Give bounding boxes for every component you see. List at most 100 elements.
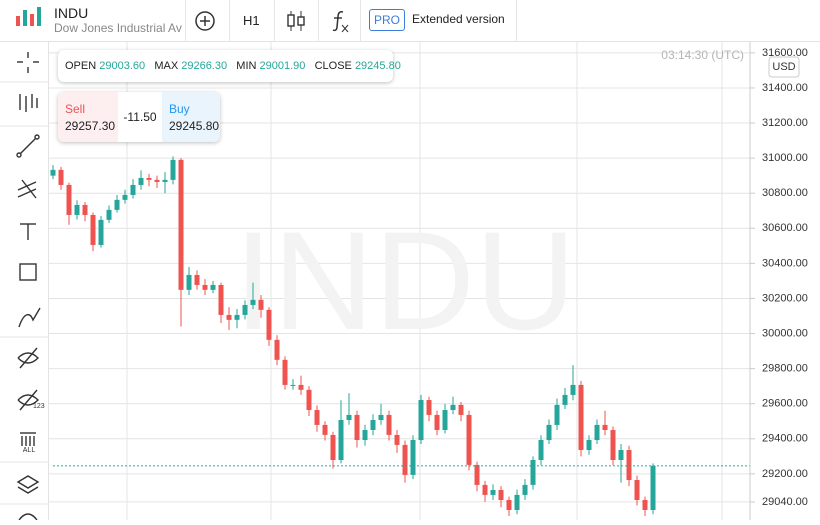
- trade-panel: Sell 29257.30 -11.50 Buy 29245.80: [58, 92, 220, 142]
- y-tick-label: 30000.00: [762, 327, 808, 339]
- left-toolbar: 123 ALL: [0, 42, 49, 521]
- buy-button[interactable]: Buy 29245.80: [162, 92, 220, 142]
- candle-body: [626, 450, 632, 481]
- candle-body: [578, 384, 584, 451]
- candle-body: [410, 440, 416, 475]
- candle-body: [418, 400, 424, 441]
- candle-body: [522, 484, 528, 495]
- clock: 03:14:30 (UTC): [661, 48, 744, 62]
- candle-body: [178, 159, 184, 290]
- indicator-tool[interactable]: [19, 94, 38, 112]
- candle-body: [618, 450, 624, 461]
- candle-body: [154, 179, 160, 182]
- candle-body: [258, 299, 264, 310]
- spread: -11.50: [123, 110, 157, 124]
- candle-body: [554, 404, 560, 425]
- brush-tool[interactable]: [18, 307, 41, 328]
- label: OPEN: [65, 60, 97, 72]
- candle-body: [298, 384, 304, 390]
- candle-body: [402, 444, 408, 475]
- candle-body: [314, 410, 320, 425]
- candle-body: [466, 414, 472, 465]
- candle-body: [122, 194, 128, 200]
- candle-body: [274, 339, 280, 360]
- pro-badge[interactable]: PRO: [369, 9, 405, 31]
- y-tick-label: 29040.00: [762, 496, 808, 508]
- hide-tool[interactable]: [17, 347, 39, 369]
- y-tick-label: 31200.00: [762, 117, 808, 129]
- layers-tool[interactable]: [16, 475, 40, 494]
- candle-body: [650, 465, 656, 511]
- value: 29245.80: [354, 60, 401, 72]
- tool-badge: 123: [33, 403, 45, 410]
- candle-body: [250, 299, 256, 305]
- watermark: INDU: [234, 202, 576, 359]
- candle-body: [370, 420, 376, 431]
- value: 29266.30: [181, 60, 228, 72]
- candle-body: [282, 359, 288, 385]
- text-tool[interactable]: [20, 223, 36, 240]
- currency[interactable]: USD: [772, 61, 795, 73]
- candle-body: [138, 177, 144, 185]
- y-tick-label: 31000.00: [762, 152, 808, 164]
- buy-price: 29245.80: [169, 119, 220, 133]
- candle-body: [530, 460, 536, 485]
- candle-body: [186, 274, 192, 290]
- y-tick-label: 29800.00: [762, 363, 808, 375]
- candle-body: [562, 394, 568, 405]
- hide-ids-tool[interactable]: [17, 389, 39, 411]
- candle-body: [146, 177, 152, 180]
- candle-body: [242, 304, 248, 315]
- candle-body: [234, 314, 240, 320]
- candle-body: [514, 494, 520, 511]
- candle-body: [354, 414, 360, 441]
- top-bar: INDU Dow Jones Industrial Ave H1 PRO Ext…: [0, 0, 820, 42]
- y-tick-label: 31600.00: [762, 47, 808, 59]
- candle-body: [482, 484, 488, 495]
- y-tick-label: 31400.00: [762, 82, 808, 94]
- delete-tool[interactable]: [20, 432, 36, 446]
- value: 29001.90: [259, 60, 306, 72]
- candle-body: [162, 179, 168, 182]
- candle-body: [266, 309, 272, 340]
- candle-body: [450, 404, 456, 411]
- ohlc-panel: OPEN 29003.60 MAX 29266.30 MIN 29001.90 …: [58, 50, 401, 82]
- candle-body: [130, 184, 136, 195]
- symbol: INDU: [54, 5, 89, 21]
- candle-body: [474, 464, 480, 485]
- label: CLOSE: [314, 60, 352, 72]
- value: 29003.60: [99, 60, 146, 72]
- symbol-name: Dow Jones Industrial Ave: [54, 21, 182, 35]
- crosshair-tool[interactable]: [17, 52, 39, 73]
- label: MIN: [236, 60, 257, 72]
- pro-label[interactable]: Extended version: [412, 12, 505, 26]
- buy-label: Buy: [169, 102, 190, 116]
- candle-body: [194, 274, 200, 285]
- candle-body: [570, 384, 576, 395]
- candle-body: [546, 424, 552, 441]
- candle-body: [634, 480, 640, 501]
- add-indicator[interactable]: [194, 10, 216, 32]
- line-tool[interactable]: [16, 134, 40, 158]
- candle-body: [458, 404, 464, 415]
- candle-body: [378, 414, 384, 421]
- chart-type[interactable]: [285, 9, 307, 33]
- candle-body: [306, 389, 312, 411]
- y-tick-label: 29600.00: [762, 398, 808, 410]
- functions[interactable]: [330, 8, 352, 34]
- shape-tool[interactable]: [19, 263, 37, 281]
- candle-body: [58, 169, 64, 185]
- candle-body: [498, 490, 504, 501]
- sell-button[interactable]: Sell 29257.30: [58, 92, 118, 142]
- y-tick-label: 29200.00: [762, 468, 808, 480]
- fib-tool[interactable]: [17, 179, 37, 199]
- candle-body: [602, 424, 608, 431]
- timeframe[interactable]: H1: [243, 13, 260, 28]
- candle-body: [594, 424, 600, 441]
- candle-body: [290, 384, 296, 386]
- candle-body: [434, 414, 440, 431]
- sell-price: 29257.30: [65, 119, 116, 133]
- candle-body: [642, 500, 648, 511]
- tool-badge: ALL: [23, 447, 36, 454]
